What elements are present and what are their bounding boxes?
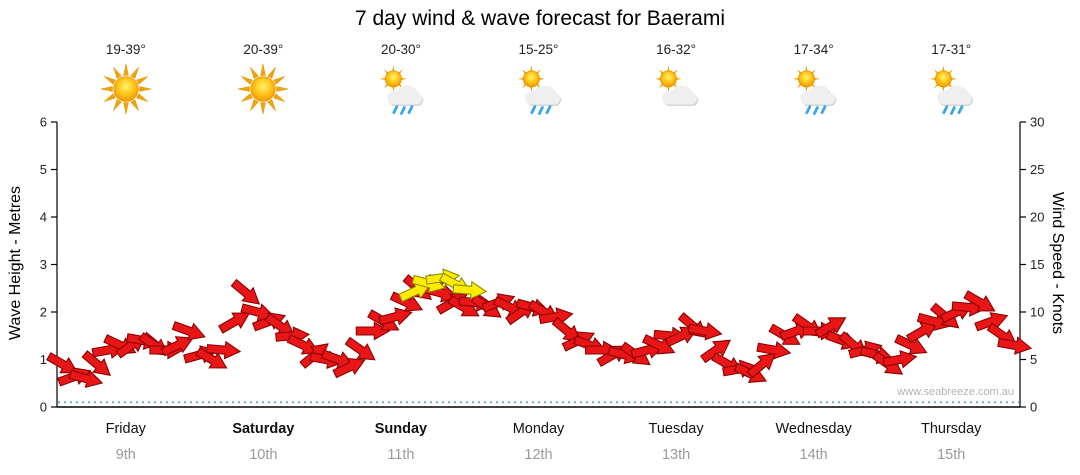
right-tick-label: 0 <box>1030 400 1037 415</box>
day-name-label: Tuesday <box>649 421 705 437</box>
wind-arrow <box>756 340 792 360</box>
left-tick-label: 2 <box>40 305 47 320</box>
day-date-label: 13th <box>662 447 690 463</box>
right-tick-label: 30 <box>1030 115 1044 130</box>
day-name-label: Thursday <box>921 421 982 437</box>
left-tick-label: 5 <box>40 162 47 177</box>
wind-arrow <box>171 321 206 341</box>
forecast-day: 16-32° <box>642 42 710 116</box>
wind-arrow <box>230 278 261 305</box>
wind-arrow <box>882 349 918 369</box>
right-tick-label: 15 <box>1030 257 1044 272</box>
wind-arrow <box>700 339 732 364</box>
day-date-label: 14th <box>800 447 828 463</box>
wind-arrow <box>344 336 376 361</box>
right-tick-label: 5 <box>1030 352 1037 367</box>
wind-arrow <box>538 307 574 326</box>
day-name-label: Saturday <box>232 421 294 437</box>
forecast-day: 20-39° <box>229 42 297 116</box>
wind-arrow <box>160 336 194 357</box>
wind-arrow <box>81 350 111 376</box>
wind-arrow <box>389 291 424 312</box>
day-date-label: 15th <box>937 447 965 463</box>
day-date-label: 11th <box>387 447 414 463</box>
day-name-label: Monday <box>513 421 565 437</box>
left-tick-label: 1 <box>40 352 47 367</box>
wind-arrow <box>687 321 723 341</box>
day-name-label: Wednesday <box>775 421 852 437</box>
watermark: www.seabreeze.com.au <box>897 386 1014 398</box>
day-name-label: Friday <box>106 421 147 437</box>
day-date-label: 10th <box>249 447 277 463</box>
wind-arrow <box>46 352 79 374</box>
wind-arrow-peak <box>452 280 488 300</box>
wind-arrow <box>378 307 413 326</box>
wind-arrow-peak <box>398 281 432 303</box>
wind-arrow <box>997 336 1033 355</box>
temperature-range: 16-32° <box>656 42 697 57</box>
day-date-label: 12th <box>524 447 552 463</box>
wind-arrow <box>916 312 952 331</box>
wind-arrow <box>894 334 928 355</box>
forecast-day: 17-34° <box>780 42 848 116</box>
chart-title: 7 day wind & wave forecast for Baerami <box>354 7 725 30</box>
wind-arrow <box>963 290 996 312</box>
right-tick-label: 10 <box>1030 305 1044 320</box>
day-name-label: Sunday <box>375 421 427 437</box>
wind-arrow <box>974 312 1009 332</box>
wind-arrow <box>206 340 242 360</box>
forecast-day: 19-39° <box>92 42 160 116</box>
wind-arrow <box>218 312 251 334</box>
temperature-range: 19-39° <box>105 42 146 57</box>
left-tick-label: 6 <box>40 115 47 130</box>
wind-arrow <box>68 369 104 388</box>
left-tick-label: 4 <box>40 210 47 225</box>
left-tick-label: 0 <box>40 400 47 415</box>
forecast-day: 20-30° <box>367 42 435 116</box>
temperature-range: 20-30° <box>380 42 421 57</box>
right-tick-label: 25 <box>1030 162 1044 177</box>
wind-arrow <box>746 352 776 379</box>
forecast-icons-row: 19-39° 20-39° 20-30° 15-25° 16-32° 17-34° 17-3… <box>0 42 1080 162</box>
wind-arrow <box>814 317 847 339</box>
temperature-range: 20-39° <box>243 42 284 57</box>
day-date-label: 9th <box>116 447 136 463</box>
wind-arrow <box>905 321 939 344</box>
temperature-range: 15-25° <box>518 42 559 57</box>
forecast-day: 15-25° <box>505 42 573 116</box>
left-tick-label: 3 <box>40 257 47 272</box>
temperature-range: 17-31° <box>931 42 972 57</box>
right-tick-label: 20 <box>1030 210 1044 225</box>
forecast-day: 17-31° <box>917 42 985 116</box>
temperature-range: 17-34° <box>793 42 834 57</box>
wind-arrow <box>355 321 391 341</box>
wind-arrow <box>332 357 366 379</box>
wind-arrow <box>195 347 228 369</box>
wind-arrow <box>641 334 676 355</box>
